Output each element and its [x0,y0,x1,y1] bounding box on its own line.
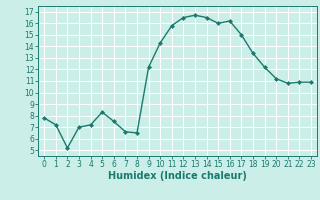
X-axis label: Humidex (Indice chaleur): Humidex (Indice chaleur) [108,171,247,181]
